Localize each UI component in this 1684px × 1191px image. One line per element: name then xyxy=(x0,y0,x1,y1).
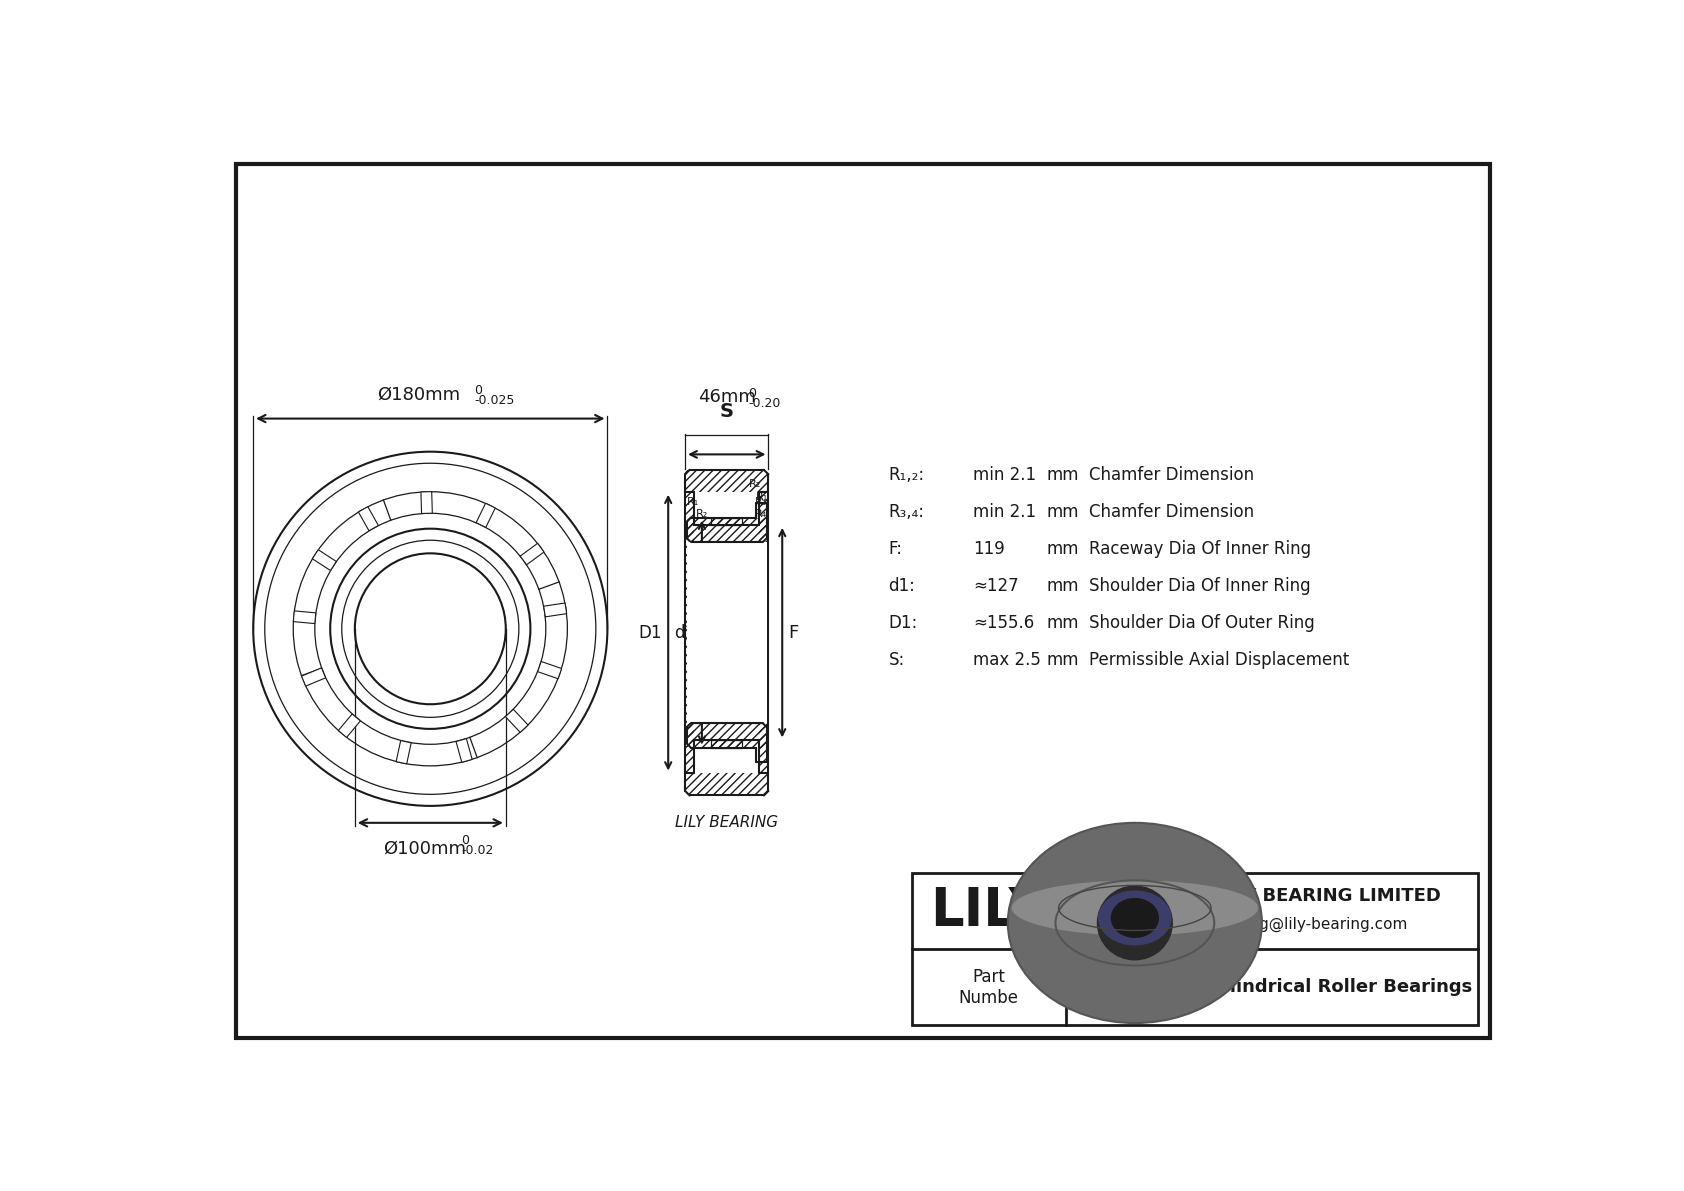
Text: mm: mm xyxy=(1046,540,1079,557)
Text: R₂: R₂ xyxy=(748,479,761,488)
Bar xyxy=(711,741,743,748)
Ellipse shape xyxy=(1007,823,1261,1023)
Text: F:: F: xyxy=(889,540,903,557)
Bar xyxy=(711,518,743,525)
Bar xyxy=(312,550,337,570)
Bar xyxy=(687,518,766,748)
Text: min 2.1: min 2.1 xyxy=(973,503,1036,520)
Text: R₃,₄:: R₃,₄: xyxy=(889,503,925,520)
Text: 119: 119 xyxy=(973,540,1005,557)
Ellipse shape xyxy=(1111,898,1159,939)
Text: d1:: d1: xyxy=(889,576,916,594)
Bar xyxy=(421,492,433,513)
Text: Permissible Axial Displacement: Permissible Axial Displacement xyxy=(1088,650,1349,668)
Bar xyxy=(711,741,743,748)
Text: ®: ® xyxy=(1019,883,1036,900)
Bar xyxy=(359,506,379,531)
Text: D1:: D1: xyxy=(889,613,918,631)
Bar xyxy=(505,710,529,732)
Text: 46mm: 46mm xyxy=(697,388,756,406)
Bar xyxy=(477,504,495,528)
Ellipse shape xyxy=(1096,885,1174,960)
Text: F: F xyxy=(788,624,798,642)
Bar xyxy=(544,603,566,617)
Bar xyxy=(694,525,759,741)
Text: R₄: R₄ xyxy=(754,509,766,519)
Text: ≈127: ≈127 xyxy=(973,576,1019,594)
Bar xyxy=(537,661,561,679)
Text: 0: 0 xyxy=(461,835,470,847)
Text: mm: mm xyxy=(1046,503,1079,520)
Text: 0: 0 xyxy=(475,384,482,397)
Text: Shoulder Dia Of Outer Ring: Shoulder Dia Of Outer Ring xyxy=(1088,613,1315,631)
Bar xyxy=(301,668,325,686)
Text: max 2.5: max 2.5 xyxy=(973,650,1041,668)
Bar xyxy=(456,738,472,762)
Text: Part
Numbe: Part Numbe xyxy=(958,968,1019,1006)
Text: 0: 0 xyxy=(748,387,756,400)
Text: S:: S: xyxy=(889,650,904,668)
Text: Ø100mm: Ø100mm xyxy=(382,840,466,858)
Text: LILY: LILY xyxy=(930,885,1047,937)
Bar xyxy=(520,543,544,565)
Bar xyxy=(338,713,360,737)
Text: R₁: R₁ xyxy=(756,492,768,501)
Text: mm: mm xyxy=(1046,650,1079,668)
Text: LILY BEARING: LILY BEARING xyxy=(675,815,778,830)
Text: D1: D1 xyxy=(638,624,662,642)
Text: Chamfer Dimension: Chamfer Dimension xyxy=(1088,503,1255,520)
Text: mm: mm xyxy=(1046,466,1079,484)
Ellipse shape xyxy=(1012,880,1258,935)
Text: -0.025: -0.025 xyxy=(475,394,515,407)
Bar xyxy=(687,542,766,723)
Text: ≈155.6: ≈155.6 xyxy=(973,613,1034,631)
Text: min 2.1: min 2.1 xyxy=(973,466,1036,484)
Ellipse shape xyxy=(1098,891,1172,946)
Text: Chamfer Dimension: Chamfer Dimension xyxy=(1088,466,1255,484)
Bar xyxy=(293,611,317,624)
Bar xyxy=(694,773,759,796)
Text: -0.02: -0.02 xyxy=(461,843,493,856)
Text: S: S xyxy=(719,403,734,422)
Bar xyxy=(711,518,743,525)
Text: mm: mm xyxy=(1046,576,1079,594)
Bar xyxy=(694,469,759,492)
Bar xyxy=(759,469,768,796)
Bar xyxy=(685,469,694,796)
Text: mm: mm xyxy=(1046,613,1079,631)
Text: -0.20: -0.20 xyxy=(748,397,781,410)
Text: NJ 2220 ECM Cylindrical Roller Bearings: NJ 2220 ECM Cylindrical Roller Bearings xyxy=(1071,978,1472,996)
Text: Raceway Dia Of Inner Ring: Raceway Dia Of Inner Ring xyxy=(1088,540,1310,557)
Text: Ø180mm: Ø180mm xyxy=(377,385,460,404)
Text: R₁: R₁ xyxy=(687,498,699,507)
Text: R₂: R₂ xyxy=(695,509,709,519)
Bar xyxy=(396,741,411,763)
Text: R₃: R₃ xyxy=(754,498,766,507)
Text: SHANGHAI LILY BEARING LIMITED: SHANGHAI LILY BEARING LIMITED xyxy=(1103,886,1440,905)
Text: Email: lilybearing@lily-bearing.com: Email: lilybearing@lily-bearing.com xyxy=(1135,917,1408,933)
Bar xyxy=(911,873,1477,1025)
Text: d1: d1 xyxy=(675,624,695,642)
Text: Shoulder Dia Of Inner Ring: Shoulder Dia Of Inner Ring xyxy=(1088,576,1310,594)
Text: R₁,₂:: R₁,₂: xyxy=(889,466,925,484)
